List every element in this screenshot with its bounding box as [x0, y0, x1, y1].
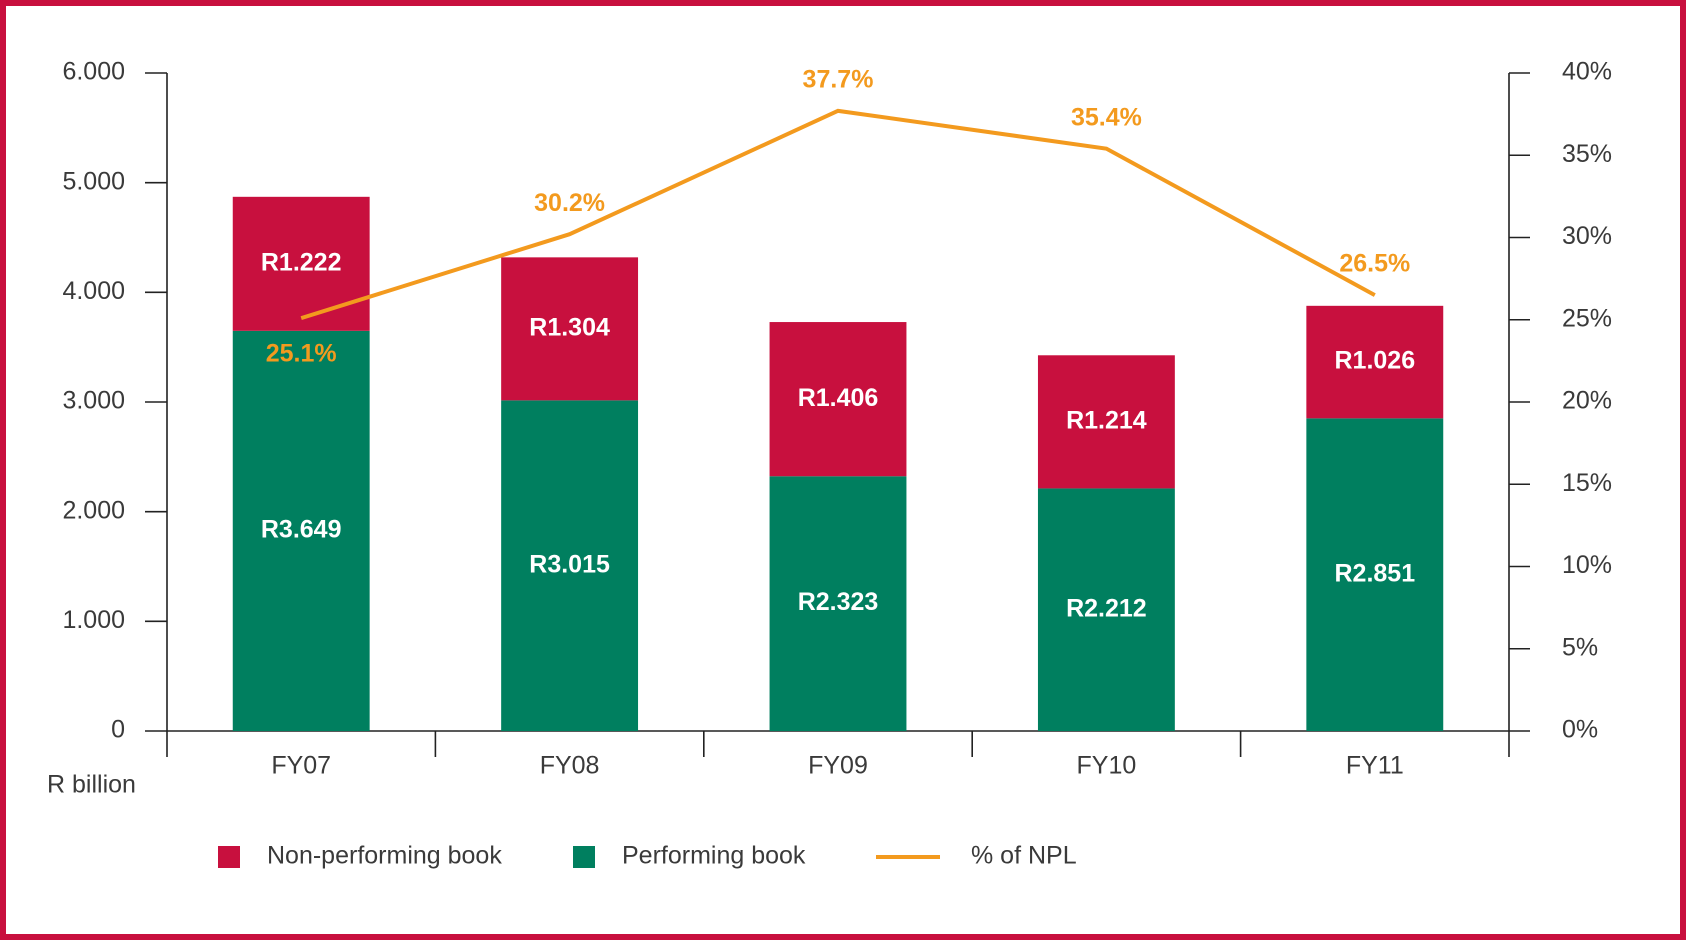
bar-value-label: R2.323 [798, 588, 879, 616]
x-tick-label: FY11 [1346, 752, 1404, 780]
bar-value-label: R2.212 [1066, 594, 1147, 622]
bar-segment [1306, 305, 1444, 419]
y-tick-label: 0 [111, 716, 125, 744]
y2-tick-label: 35% [1562, 140, 1612, 168]
bar-value-label: R2.851 [1334, 559, 1415, 587]
line-value-label: 26.5% [1339, 250, 1410, 278]
line-value-label: 35.4% [1071, 103, 1142, 131]
line-value-label: 37.7% [803, 65, 874, 93]
y2-tick-label: 25% [1562, 304, 1612, 332]
line-value-label: 30.2% [534, 189, 605, 217]
bar-segment [769, 476, 907, 731]
y2-tick-label: 0% [1562, 716, 1598, 744]
x-tick-label: FY07 [271, 752, 331, 780]
line [300, 108, 1376, 321]
x-tick-label: FY08 [540, 752, 600, 780]
y-tick-label: 6.000 [62, 58, 125, 86]
bar-segment [501, 257, 639, 401]
x-tick-label: FY09 [808, 752, 868, 780]
bar-segment [769, 322, 907, 477]
bar-value-label: R1.214 [1066, 406, 1147, 434]
bar-segment [501, 400, 639, 731]
legend-label: Performing book [622, 842, 806, 870]
line-value-label: 25.1% [266, 340, 337, 368]
y2-tick-label: 20% [1562, 387, 1612, 415]
y2-tick-label: 40% [1562, 58, 1612, 86]
y2-tick-label: 5% [1562, 633, 1598, 661]
legend-label: % of NPL [971, 842, 1077, 870]
bar-segment [1037, 355, 1175, 489]
x-tick-label: FY10 [1077, 752, 1137, 780]
bar-value-label: R1.304 [529, 313, 610, 341]
bar-value-label: R1.222 [261, 248, 342, 276]
legend-label: Non-performing book [267, 842, 502, 870]
bar-value-label: R1.406 [798, 384, 879, 412]
y2-tick-label: 30% [1562, 222, 1612, 250]
bar-value-label: R3.015 [529, 550, 610, 578]
bar-segment [232, 196, 370, 331]
y-tick-label: 5.000 [62, 167, 125, 195]
bar-segment [232, 330, 370, 731]
legend-swatch [573, 846, 595, 868]
bar-value-label: R1.026 [1334, 347, 1415, 375]
y-tick-label: 1.000 [62, 606, 125, 634]
y-tick-label: 3.000 [62, 387, 125, 415]
y2-tick-label: 10% [1562, 551, 1612, 579]
bar-segment [1037, 488, 1175, 731]
legend-swatch [218, 846, 240, 868]
y-tick-label: 2.000 [62, 496, 125, 524]
y2-tick-label: 15% [1562, 469, 1612, 497]
bar-segment [1306, 418, 1444, 731]
y-tick-label: 4.000 [62, 277, 125, 305]
bar-value-label: R3.649 [261, 516, 342, 544]
x-axis-label: R billion [47, 771, 136, 799]
